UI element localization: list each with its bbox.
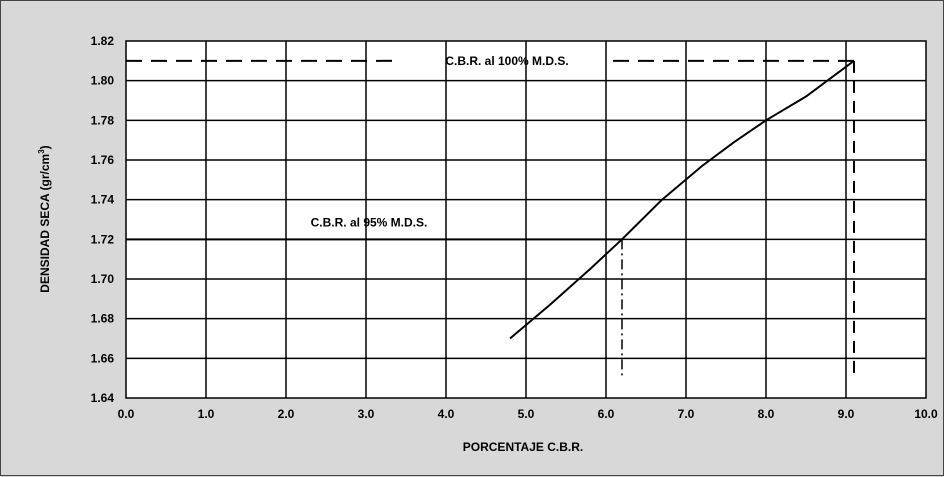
y-axis-title-close: ) (38, 145, 52, 149)
x-axis-title: PORCENTAJE C.B.R. (463, 440, 583, 454)
y-tick-label: 1.78 (91, 113, 115, 127)
series (509, 59, 855, 340)
y-tick-label: 1.64 (91, 391, 115, 405)
x-tick-label: 3.0 (358, 407, 375, 421)
y-tick-label: 1.72 (91, 232, 115, 246)
y-tick-label: 1.76 (91, 153, 115, 167)
x-tick-label: 0.0 (118, 407, 135, 421)
cbr-curve (509, 59, 855, 340)
y-tick-label: 1.74 (91, 193, 115, 207)
x-tick-label: 2.0 (278, 407, 295, 421)
annotation-100-label: C.B.R. al 100% M.D.S. (445, 54, 568, 68)
y-tick-label: 1.80 (91, 74, 115, 88)
reference-lines (126, 59, 855, 379)
x-tick-label: 1.0 (198, 407, 215, 421)
x-tick-label: 4.0 (438, 407, 455, 421)
y-tick-label: 1.82 (91, 34, 115, 48)
x-tick-label: 6.0 (598, 407, 615, 421)
grid (125, 40, 927, 399)
x-tick-label: 9.0 (838, 407, 855, 421)
y-axis-title-main: DENSIDAD SECA (gr/cm (38, 154, 52, 293)
x-tick-label: 8.0 (758, 407, 775, 421)
y-tick-label: 1.66 (91, 351, 115, 365)
y-tick-labels: 1.64 1.66 1.68 1.70 1.72 1.74 1.76 1.78 1.80 1.82 (91, 34, 115, 405)
y-axis-title: DENSIDAD SECA (gr/cm3) (37, 145, 52, 292)
x-tick-label: 5.0 (518, 407, 535, 421)
y-axis-title-sup: 3 (37, 149, 46, 154)
x-tick-label: 10.0 (914, 407, 938, 421)
y-tick-label: 1.70 (91, 272, 115, 286)
annotations: C.B.R. al 100% M.D.S. C.B.R. al 95% M.D.S… (311, 54, 569, 229)
x-tick-labels: 0.0 1.0 2.0 3.0 4.0 5.0 6.0 7.0 8.0 9.0 10.0 (118, 407, 938, 421)
annotation-95-label: C.B.R. al 95% M.D.S. (311, 215, 428, 229)
y-tick-label: 1.68 (91, 312, 115, 326)
x-tick-label: 7.0 (678, 407, 695, 421)
